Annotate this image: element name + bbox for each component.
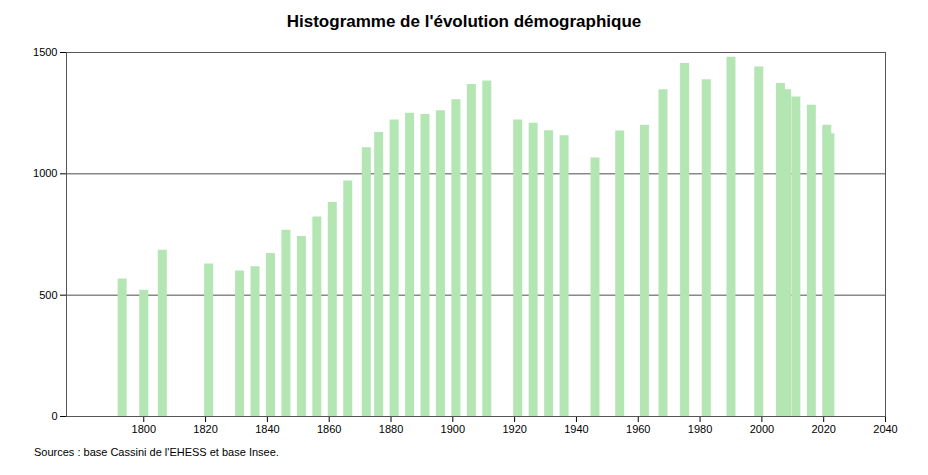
svg-text:1840: 1840 (255, 423, 279, 435)
svg-text:1920: 1920 (502, 423, 526, 435)
html-text:Histogramme de l'évolution dém: Histogramme de l'évolution démographique (286, 12, 642, 31)
html-text:Sources : base Cassini de l'EH: Sources : base Cassini de l'EHESS et bas… (34, 446, 279, 458)
svg-text:2020: 2020 (811, 423, 835, 435)
svg-text:1980: 1980 (688, 423, 712, 435)
svg-text:2000: 2000 (750, 423, 774, 435)
svg-text:1880: 1880 (379, 423, 403, 435)
svg-text:2040: 2040 (873, 423, 897, 435)
svg-text:1500: 1500 (33, 46, 57, 58)
svg-text:0: 0 (51, 410, 57, 422)
svg-text:1800: 1800 (132, 423, 156, 435)
svg-text:500: 500 (39, 289, 57, 301)
svg-text:1900: 1900 (441, 423, 465, 435)
svg-text:1820: 1820 (193, 423, 217, 435)
svg-text:1940: 1940 (564, 423, 588, 435)
svg-text:1860: 1860 (317, 423, 341, 435)
svg-text:1000: 1000 (33, 167, 57, 179)
svg-text:1960: 1960 (626, 423, 650, 435)
